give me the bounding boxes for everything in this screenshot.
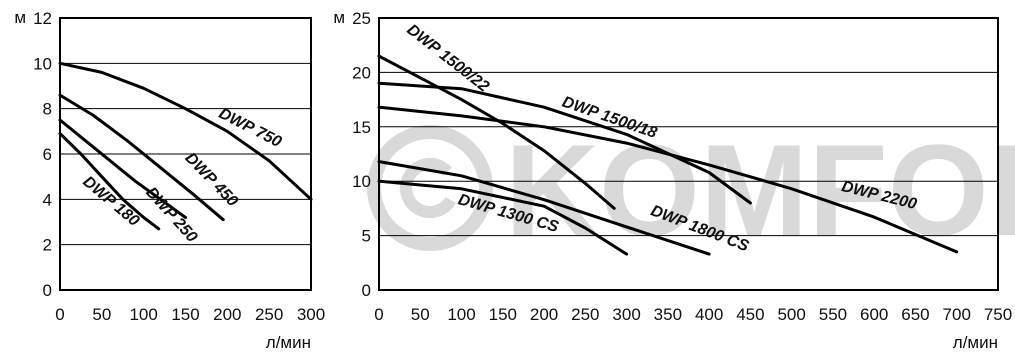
c2-y-tick-label: 15 [352, 118, 371, 137]
c2-y-tick-label: 25 [352, 9, 371, 28]
c1-plot-frame [59, 17, 312, 291]
c2-series-line [377, 81, 752, 205]
c1-y-tick-label: 10 [33, 54, 52, 73]
c2-x-tick-label: 400 [695, 305, 723, 324]
c1-series-line [58, 118, 187, 219]
c2-x-tick-label: 350 [654, 305, 682, 324]
c1-y-axis-label: м [14, 8, 26, 27]
c2-x-tick-label: 250 [571, 305, 599, 324]
c1-y-tick-label: 0 [43, 281, 52, 300]
c2-x-tick-label: 600 [860, 305, 888, 324]
c1-y-tick-label: 4 [43, 190, 52, 209]
c2-y-tick-label: 10 [352, 172, 371, 191]
c1-y-tick-label: 2 [43, 236, 52, 255]
c1-x-tick-label: 0 [55, 305, 64, 324]
c1-y-tick-label: 6 [43, 145, 52, 164]
c2-x-tick-label: 700 [943, 305, 971, 324]
watermark: KOMFOR [367, 117, 1015, 263]
c2-x-tick-label: 200 [530, 305, 558, 324]
c2-series-line [377, 54, 616, 210]
c1-x-tick-label: 100 [129, 305, 157, 324]
c2-x-tick-label: 0 [374, 305, 383, 324]
c1-x-tick-label: 150 [171, 305, 199, 324]
c2-x-tick-label: 150 [489, 305, 517, 324]
c2-x-tick-label: 750 [984, 305, 1012, 324]
c1-series-line [58, 61, 313, 201]
c1-x-tick-label: 300 [297, 305, 325, 324]
c1-series-line [58, 93, 225, 222]
c2-y-axis-label: м [333, 8, 345, 27]
c1-series-label: DWP 180 [79, 173, 142, 230]
c2-x-tick-label: 550 [819, 305, 847, 324]
c2-x-tick-label: 450 [736, 305, 764, 324]
c2-series-line [377, 179, 629, 256]
c2-y-tick-label: 20 [352, 63, 371, 82]
c1-series-line [58, 132, 161, 231]
c1-x-tick-label: 200 [213, 305, 241, 324]
c2-x-axis-label: л/мин [953, 333, 998, 352]
watermark-copyright-inner [400, 158, 460, 218]
chart-small-pumps: 0 2 4 6 8 10 12 0 50 100 150 200 250 300 м л/мин DWP 180… [14, 8, 325, 352]
c2-plot-frame [378, 17, 999, 291]
c2-series-line [377, 160, 711, 256]
c1-series-label: DWP 750 [216, 105, 284, 151]
c1-x-tick-label: 50 [92, 305, 111, 324]
c1-y-tick-label: 8 [43, 100, 52, 119]
c2-y-tick-label: 0 [362, 281, 371, 300]
c1-x-tick-label: 250 [255, 305, 283, 324]
c1-y-tick-label: 12 [33, 9, 52, 28]
c2-y-tick-label: 5 [362, 227, 371, 246]
watermark-copyright-circle [367, 125, 493, 251]
c2-x-tick-label: 500 [777, 305, 805, 324]
watermark-text: KOMFOR [505, 117, 1015, 263]
c2-x-tick-label: 50 [411, 305, 430, 324]
c1-x-axis-label: л/мин [266, 333, 311, 352]
c2-series-line [377, 105, 959, 254]
c1-series-label: DWP 450 [182, 150, 241, 211]
c2-x-tick-label: 650 [901, 305, 929, 324]
c2-x-tick-label: 300 [612, 305, 640, 324]
c2-x-tick-label: 100 [447, 305, 475, 324]
